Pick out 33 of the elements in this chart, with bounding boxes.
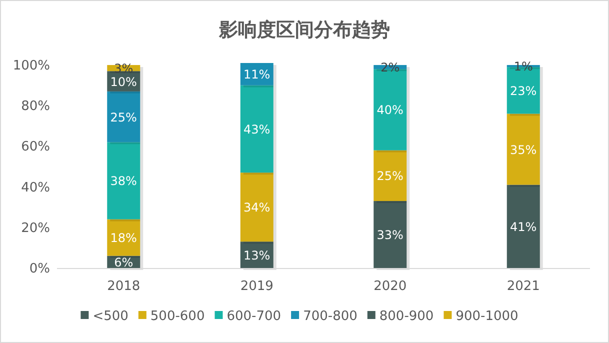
legend-label: 800-900 <box>379 309 434 324</box>
data-label: 6% <box>114 255 134 270</box>
data-label: 40% <box>376 103 404 118</box>
data-label: 18% <box>110 231 137 246</box>
x-tick-label: 2019 <box>240 279 274 294</box>
chart-title: 影响度区间分布趋势 <box>218 19 390 41</box>
x-tick-label: 2020 <box>374 279 407 294</box>
data-label: 35% <box>510 142 537 157</box>
legend-label: 600-700 <box>226 309 282 324</box>
data-label: 11% <box>244 68 270 82</box>
y-tick-label: 100% <box>12 58 50 74</box>
data-label: 43% <box>244 122 270 136</box>
y-tick-label: 60% <box>21 140 50 155</box>
y-tick-label: 40% <box>21 180 50 196</box>
data-label: 25% <box>110 110 137 124</box>
data-label: 38% <box>110 174 137 188</box>
y-tick-label: 80% <box>21 99 50 114</box>
y-tick-label: 20% <box>21 220 50 236</box>
data-label: 41% <box>510 220 537 234</box>
x-tick-label: 2018 <box>107 279 140 294</box>
x-tick-label: 2021 <box>506 279 540 294</box>
data-label: 10% <box>110 74 137 89</box>
data-label: 2% <box>380 60 400 75</box>
data-label: 33% <box>376 228 404 242</box>
data-label: 25% <box>376 169 404 184</box>
legend-label: 700-800 <box>303 309 358 324</box>
legend-label: 500-600 <box>150 309 205 324</box>
y-tick-label: 0% <box>29 262 50 276</box>
data-label: 23% <box>510 84 537 98</box>
legend-label: 900-1000 <box>456 309 518 324</box>
legend-label: <500 <box>92 309 128 324</box>
data-label: 34% <box>244 200 270 215</box>
data-label: 13% <box>244 248 270 262</box>
